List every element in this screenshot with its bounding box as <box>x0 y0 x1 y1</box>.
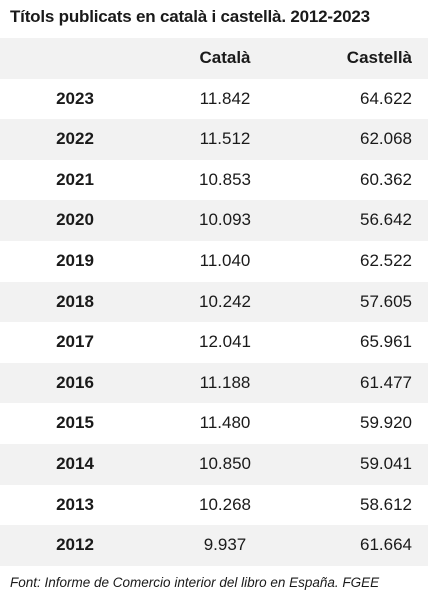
header-catala: Català <box>199 48 251 67</box>
cell-castella: 57.605 <box>360 291 412 311</box>
table-header-row: Català Castellà <box>0 38 428 79</box>
data-table: Català Castellà 2023 11.842 64.622 2022 11.5… <box>0 38 428 566</box>
cell-castella: 65.961 <box>360 332 412 352</box>
cell-year: 2016 <box>56 372 94 392</box>
cell-catala: 11.842 <box>199 88 251 108</box>
cell-castella: 62.068 <box>360 129 412 149</box>
table-body: 2023 11.842 64.622 2022 11.512 62.068 2021 10.8… <box>0 79 428 566</box>
cell-year: 2018 <box>56 291 94 311</box>
cell-catala: 11.040 <box>199 250 251 270</box>
cell-year: 2019 <box>56 250 94 270</box>
cell-catala: 10.242 <box>199 291 251 311</box>
cell-catala: 9.937 <box>203 535 247 555</box>
table-row: 2015 11.480 59.920 <box>0 403 428 444</box>
cell-castella: 58.612 <box>360 494 412 514</box>
cell-year: 2017 <box>56 332 94 352</box>
table-row: 2012 9.937 61.664 <box>0 525 428 566</box>
cell-castella: 60.362 <box>360 169 412 189</box>
cell-year: 2023 <box>56 88 94 108</box>
cell-castella: 61.664 <box>360 535 412 555</box>
cell-catala: 11.512 <box>199 129 251 149</box>
table-row: 2023 11.842 64.622 <box>0 79 428 120</box>
table-row: 2014 10.850 59.041 <box>0 443 428 485</box>
cell-castella: 61.477 <box>360 372 412 392</box>
cell-castella: 64.622 <box>360 88 412 108</box>
table-title: Títols publicats en català i castellà. 2… <box>10 7 370 26</box>
cell-year: 2012 <box>56 535 94 555</box>
cell-year: 2021 <box>56 169 94 189</box>
cell-castella: 62.522 <box>360 250 412 270</box>
cell-catala: 10.853 <box>199 169 251 189</box>
header-year <box>0 38 150 79</box>
cell-year: 2022 <box>56 129 94 149</box>
cell-catala: 10.093 <box>199 210 251 230</box>
table-row: 2019 11.040 62.522 <box>0 241 428 282</box>
cell-castella: 59.041 <box>360 453 412 473</box>
cell-catala: 11.480 <box>199 413 251 433</box>
table-row: 2018 10.242 57.605 <box>0 281 428 323</box>
table-row: 2016 11.188 61.477 <box>0 362 428 404</box>
cell-year: 2014 <box>56 453 94 473</box>
table-row: 2017 12.041 65.961 <box>0 322 428 363</box>
cell-catala: 10.268 <box>199 494 251 514</box>
cell-year: 2013 <box>56 494 94 514</box>
table-row: 2022 11.512 62.068 <box>0 119 428 160</box>
cell-catala: 10.850 <box>199 453 251 473</box>
cell-castella: 59.920 <box>360 413 412 433</box>
header-castella: Castellà <box>346 48 412 67</box>
table-row: 2020 10.093 56.642 <box>0 200 428 241</box>
cell-year: 2015 <box>56 413 94 433</box>
table-row: 2021 10.853 60.362 <box>0 160 428 201</box>
cell-castella: 56.642 <box>360 210 412 230</box>
cell-catala: 12.041 <box>199 332 251 352</box>
table-row: 2013 10.268 58.612 <box>0 485 428 526</box>
source-note: Font: Informe de Comercio interior del l… <box>10 575 380 590</box>
cell-year: 2020 <box>56 210 94 230</box>
cell-catala: 11.188 <box>199 372 251 392</box>
